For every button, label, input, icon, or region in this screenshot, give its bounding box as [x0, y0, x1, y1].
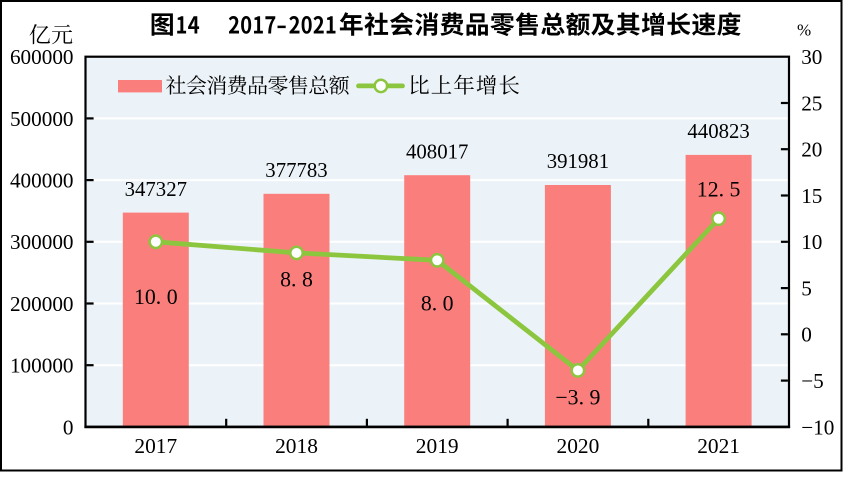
svg-text:100000: 100000	[10, 354, 74, 378]
svg-text:2020: 2020	[557, 434, 600, 458]
svg-text:2019: 2019	[416, 434, 459, 458]
svg-text:400000: 400000	[10, 169, 74, 193]
svg-text:2018: 2018	[275, 434, 318, 458]
svg-text:15: 15	[801, 184, 822, 208]
svg-text:2021: 2021	[697, 434, 740, 458]
svg-text:377783: 377783	[265, 159, 327, 182]
svg-text:−3. 9: −3. 9	[555, 386, 600, 410]
svg-text:200000: 200000	[10, 292, 74, 316]
svg-text:−5: −5	[801, 369, 824, 393]
svg-text:10: 10	[801, 230, 822, 254]
svg-text:−10: −10	[801, 415, 834, 439]
svg-text:12. 5: 12. 5	[697, 177, 741, 201]
svg-text:25: 25	[801, 91, 822, 115]
svg-text:0: 0	[63, 415, 74, 439]
svg-text:10. 0: 10. 0	[134, 285, 178, 309]
svg-text:2017: 2017	[134, 434, 177, 458]
svg-text:300000: 300000	[10, 230, 74, 254]
svg-text:347327: 347327	[125, 178, 187, 201]
svg-text:600000: 600000	[10, 45, 74, 69]
svg-text:%: %	[797, 20, 811, 39]
svg-text:20: 20	[801, 138, 822, 162]
svg-text:8. 0: 8. 0	[421, 291, 454, 315]
svg-text:5: 5	[801, 277, 812, 301]
svg-text:0: 0	[801, 323, 812, 347]
svg-text:30: 30	[801, 45, 822, 69]
svg-text:500000: 500000	[10, 107, 74, 131]
svg-text:440823: 440823	[687, 120, 749, 143]
svg-text:391981: 391981	[547, 150, 609, 173]
svg-text:408017: 408017	[406, 140, 468, 163]
svg-text:8. 8: 8. 8	[280, 268, 313, 292]
